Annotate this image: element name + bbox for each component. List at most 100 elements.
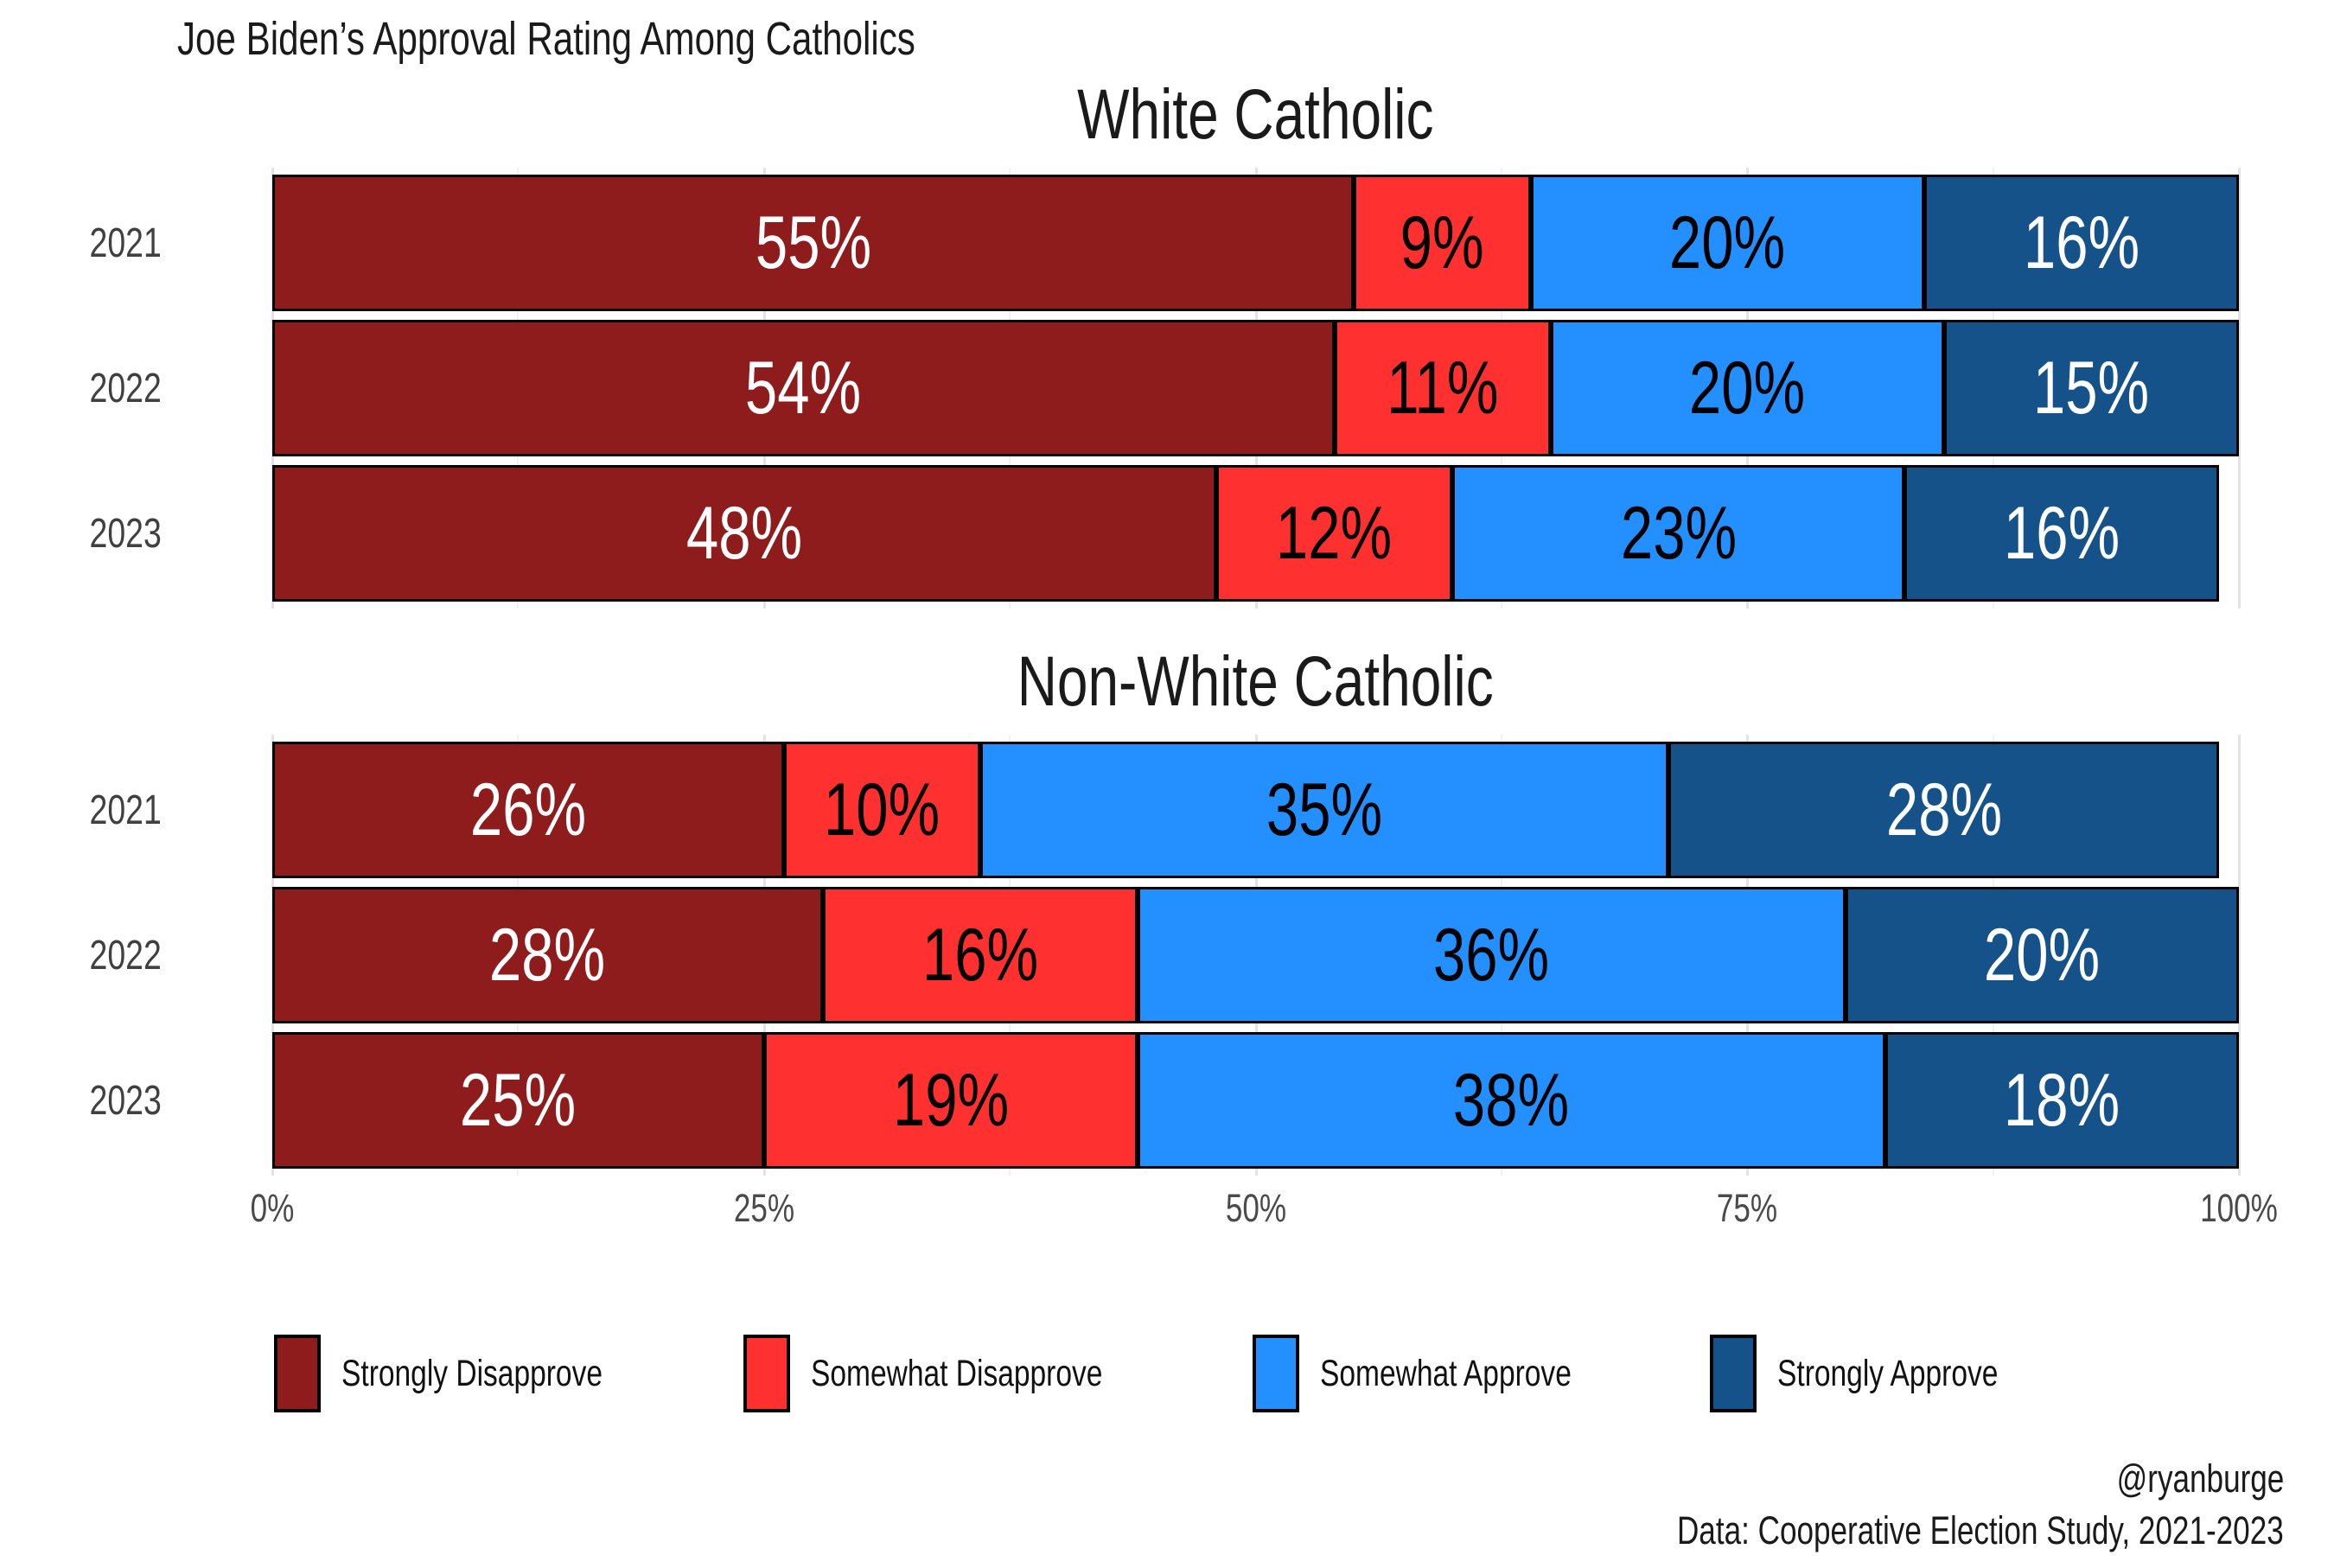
bar-segment-somewhat-disapprove: 10% xyxy=(783,742,980,878)
panel-white-catholic: 2021 55% 9% 20% 16% 2022 54% 11% 20% 15% 2023 48% 12… xyxy=(0,168,2334,609)
year-label-text: 2021 xyxy=(89,220,162,266)
bar-value-label: 9% xyxy=(1400,201,1485,284)
legend-label-text: Somewhat Disapprove xyxy=(811,1352,1103,1394)
bar-segment-strongly-disapprove: 48% xyxy=(272,465,1216,602)
bar-segment-strongly-approve: 28% xyxy=(1668,742,2220,878)
bar-segment-strongly-disapprove: 25% xyxy=(272,1032,764,1169)
bar-value-label: 10% xyxy=(824,768,941,851)
x-tick-label: 50% xyxy=(1225,1186,1286,1230)
footer: @ryanburge Data: Cooperative Election St… xyxy=(1506,1453,2284,1556)
bar-value-label: 19% xyxy=(892,1059,1010,1142)
bar-segment-somewhat-disapprove: 9% xyxy=(1354,175,1531,311)
chart-page: { "header": { "title": "Joe Biden’s Appr… xyxy=(0,12,2334,1568)
bar-segment-somewhat-disapprove: 16% xyxy=(823,887,1138,1023)
year-label-text: 2023 xyxy=(89,1077,162,1124)
bar-segment-strongly-disapprove: 26% xyxy=(272,742,784,878)
year-label: 2023 xyxy=(0,1032,272,1169)
bar-row-2023: 2023 25% 19% 38% 18% xyxy=(90,1032,2239,1169)
bar-2022: 2022 28% 16% 36% 20% xyxy=(90,887,2239,1023)
bar-value-label: 38% xyxy=(1453,1059,1570,1142)
bar-segment-strongly-approve: 16% xyxy=(1904,465,2220,602)
bar-value-label: 20% xyxy=(1984,914,2101,997)
legend-label-text: Strongly Disapprove xyxy=(341,1352,603,1394)
bar-segment-somewhat-approve: 20% xyxy=(1531,175,1924,311)
bar-rows: 2021 55% 9% 20% 16% 2022 54% 11% 20% 15% 2023 48% 12… xyxy=(90,175,2239,602)
chart-title-text: Joe Biden’s Approval Rating Among Cathol… xyxy=(177,13,915,65)
legend-item-strongly-disapprove: Strongly Disapprove xyxy=(273,1335,676,1412)
x-tick-75%: 75% xyxy=(1708,1186,1786,1231)
legend-swatch xyxy=(743,1335,791,1412)
x-tick-0%: 0% xyxy=(244,1186,300,1231)
bar-value-label: 12% xyxy=(1276,492,1393,575)
bar-row-2023: 2023 48% 12% 23% 16% xyxy=(90,465,2239,602)
legend-swatch xyxy=(1252,1335,1299,1412)
x-tick-label: 0% xyxy=(250,1186,295,1230)
bar-segment-somewhat-approve: 36% xyxy=(1138,887,1846,1023)
bar-segment-somewhat-disapprove: 19% xyxy=(763,1032,1138,1169)
bar-segment-strongly-disapprove: 54% xyxy=(272,320,1335,456)
bar-value-label: 20% xyxy=(1669,201,1786,284)
bar-segment-strongly-approve: 15% xyxy=(1943,320,2239,456)
bar-row-2022: 2022 54% 11% 20% 15% xyxy=(90,320,2239,456)
legend-item-somewhat-disapprove: Somewhat Disapprove xyxy=(743,1335,1185,1412)
bar-segment-somewhat-approve: 23% xyxy=(1452,465,1905,602)
legend-label-text: Strongly Approve xyxy=(1776,1352,1999,1394)
bar-row-2022: 2022 28% 16% 36% 20% xyxy=(90,887,2239,1023)
x-tick-25%: 25% xyxy=(725,1186,803,1231)
bar-value-label: 55% xyxy=(755,201,871,284)
legend-label: Somewhat Approve xyxy=(1320,1353,1642,1395)
year-label: 2022 xyxy=(0,320,272,456)
bar-2021: 2021 26% 10% 35% 28% xyxy=(90,742,2239,878)
bar-segment-strongly-disapprove: 28% xyxy=(272,887,823,1023)
bar-row-2021: 2021 55% 9% 20% 16% xyxy=(90,175,2239,311)
footer-handle: @ryanburge xyxy=(2116,1456,2284,1501)
year-label-text: 2022 xyxy=(89,365,162,411)
bar-2023: 2023 25% 19% 38% 18% xyxy=(90,1032,2239,1169)
bar-2023: 2023 48% 12% 23% 16% xyxy=(90,465,2239,602)
legend-label: Strongly Disapprove xyxy=(341,1353,676,1395)
legend-label: Somewhat Disapprove xyxy=(811,1353,1185,1395)
bar-row-2021: 2021 26% 10% 35% 28% xyxy=(90,742,2239,878)
year-label-text: 2022 xyxy=(89,932,162,978)
gridline-major xyxy=(2238,735,2241,1176)
bar-value-label: 36% xyxy=(1433,914,1550,997)
bar-rows: 2021 26% 10% 35% 28% 2022 28% 16% 36% 20% 2023 25% 1… xyxy=(90,742,2239,1169)
year-label: 2021 xyxy=(0,175,272,311)
year-label-text: 2021 xyxy=(89,787,162,833)
bar-segment-somewhat-approve: 20% xyxy=(1550,320,1944,456)
bar-value-label: 16% xyxy=(2023,201,2140,284)
year-label: 2023 xyxy=(0,465,272,602)
bar-value-label: 11% xyxy=(1386,347,1499,430)
bar-segment-somewhat-disapprove: 11% xyxy=(1334,320,1551,456)
footer-source: Data: Cooperative Election Study, 2021-2… xyxy=(1677,1507,2284,1552)
x-tick-label: 25% xyxy=(733,1186,794,1230)
year-label: 2022 xyxy=(0,887,272,1023)
bar-value-label: 18% xyxy=(2004,1059,2120,1142)
panel-nonwhite-plot: 2021 26% 10% 35% 28% 2022 28% 16% 36% 20% 2023 25% 1… xyxy=(90,735,2241,1176)
panel-nonwhite-catholic: 2021 26% 10% 35% 28% 2022 28% 16% 36% 20% 2023 25% 1… xyxy=(0,735,2334,1176)
legend-item-somewhat-approve: Somewhat Approve xyxy=(1252,1335,1642,1412)
gridline-major xyxy=(2238,168,2241,609)
panel-title-nonwhite: Non-White Catholic xyxy=(1017,642,1494,721)
bar-value-label: 25% xyxy=(460,1059,577,1142)
year-label-text: 2023 xyxy=(89,510,162,557)
bar-value-label: 16% xyxy=(2004,492,2120,575)
bar-value-label: 20% xyxy=(1689,347,1806,430)
x-tick-100%: 100% xyxy=(2189,1186,2288,1231)
bar-segment-somewhat-approve: 35% xyxy=(980,742,1669,878)
bar-segment-strongly-approve: 16% xyxy=(1924,175,2239,311)
panel-title-white: White Catholic xyxy=(1077,75,1434,154)
bar-value-label: 26% xyxy=(469,768,586,851)
bar-value-label: 28% xyxy=(1885,768,2002,851)
bar-2021: 2021 55% 9% 20% 16% xyxy=(90,175,2239,311)
bar-segment-somewhat-approve: 38% xyxy=(1138,1032,1885,1169)
bar-segment-strongly-disapprove: 55% xyxy=(272,175,1355,311)
x-tick-label: 100% xyxy=(2200,1186,2278,1230)
bar-2022: 2022 54% 11% 20% 15% xyxy=(90,320,2239,456)
chart-title: Joe Biden’s Approval Rating Among Cathol… xyxy=(177,12,2334,66)
bar-segment-strongly-approve: 20% xyxy=(1846,887,2239,1023)
bar-value-label: 23% xyxy=(1620,492,1737,575)
x-tick-50%: 50% xyxy=(1216,1186,1294,1231)
bar-value-label: 28% xyxy=(489,914,606,997)
bar-segment-strongly-approve: 18% xyxy=(1884,1032,2239,1169)
